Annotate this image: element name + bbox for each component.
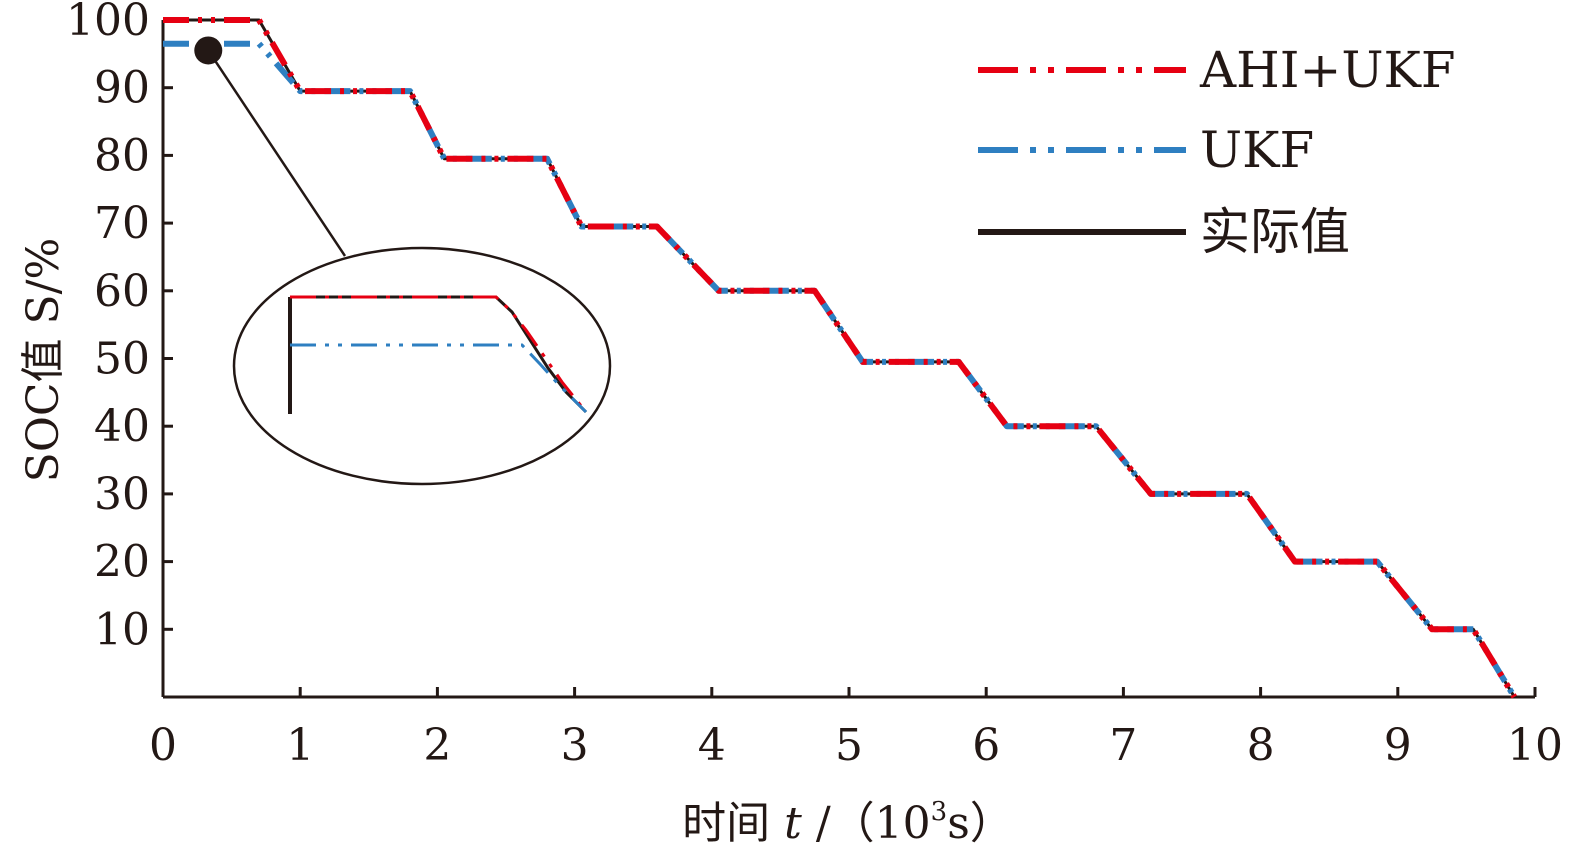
- x-tick-label: 4: [698, 720, 726, 771]
- zoom-leader-line: [207, 49, 347, 257]
- x-tick-label: 3: [561, 720, 589, 771]
- x-tick-label: 6: [972, 720, 1000, 771]
- y-tick-label: 10: [94, 604, 150, 655]
- zoom-anchor-dot: [194, 36, 223, 65]
- zoom-inset: [194, 36, 612, 486]
- series-line-ahi-ukf: [163, 17, 1517, 699]
- x-tick-label: 0: [149, 720, 177, 771]
- y-tick-label: 30: [94, 469, 150, 520]
- zoom-content: [288, 295, 588, 414]
- legend: AHI+UKF UKF 实际值: [978, 41, 1456, 261]
- y-axis-ticks: 10 20 30 40 50 60 70 80 90 100: [66, 0, 173, 655]
- zoom-ahi-ukf-line: [290, 295, 588, 413]
- y-tick-label: 50: [94, 334, 150, 385]
- y-tick-label: 100: [66, 0, 150, 46]
- x-tick-label: 2: [423, 720, 451, 771]
- legend-label: AHI+UKF: [1199, 41, 1456, 99]
- y-tick-label: 90: [94, 63, 150, 114]
- legend-label: UKF: [1200, 121, 1314, 179]
- y-tick-label: 60: [94, 266, 150, 317]
- y-axis-title: SOC值 S/%: [18, 238, 69, 483]
- y-tick-label: 70: [94, 198, 150, 249]
- legend-label: 实际值: [1200, 203, 1350, 261]
- x-tick-label: 10: [1507, 720, 1563, 771]
- x-tick-label: 5: [835, 720, 863, 771]
- series-layer: [163, 17, 1517, 699]
- x-axis-ticks: 0 1 2 3 4 5 6 7 8 9 10: [149, 687, 1563, 771]
- x-tick-label: 8: [1247, 720, 1275, 771]
- y-tick-label: 40: [94, 401, 150, 452]
- zoom-ukf-line: [290, 343, 588, 414]
- x-tick-label: 9: [1384, 720, 1412, 771]
- zoom-ellipse: [232, 246, 612, 486]
- x-tick-label: 1: [286, 720, 314, 771]
- y-tick-label: 80: [94, 130, 150, 181]
- y-tick-label: 20: [94, 537, 150, 588]
- x-tick-label: 7: [1109, 720, 1137, 771]
- x-axis-title: 时间 t /（103s）: [682, 797, 1014, 849]
